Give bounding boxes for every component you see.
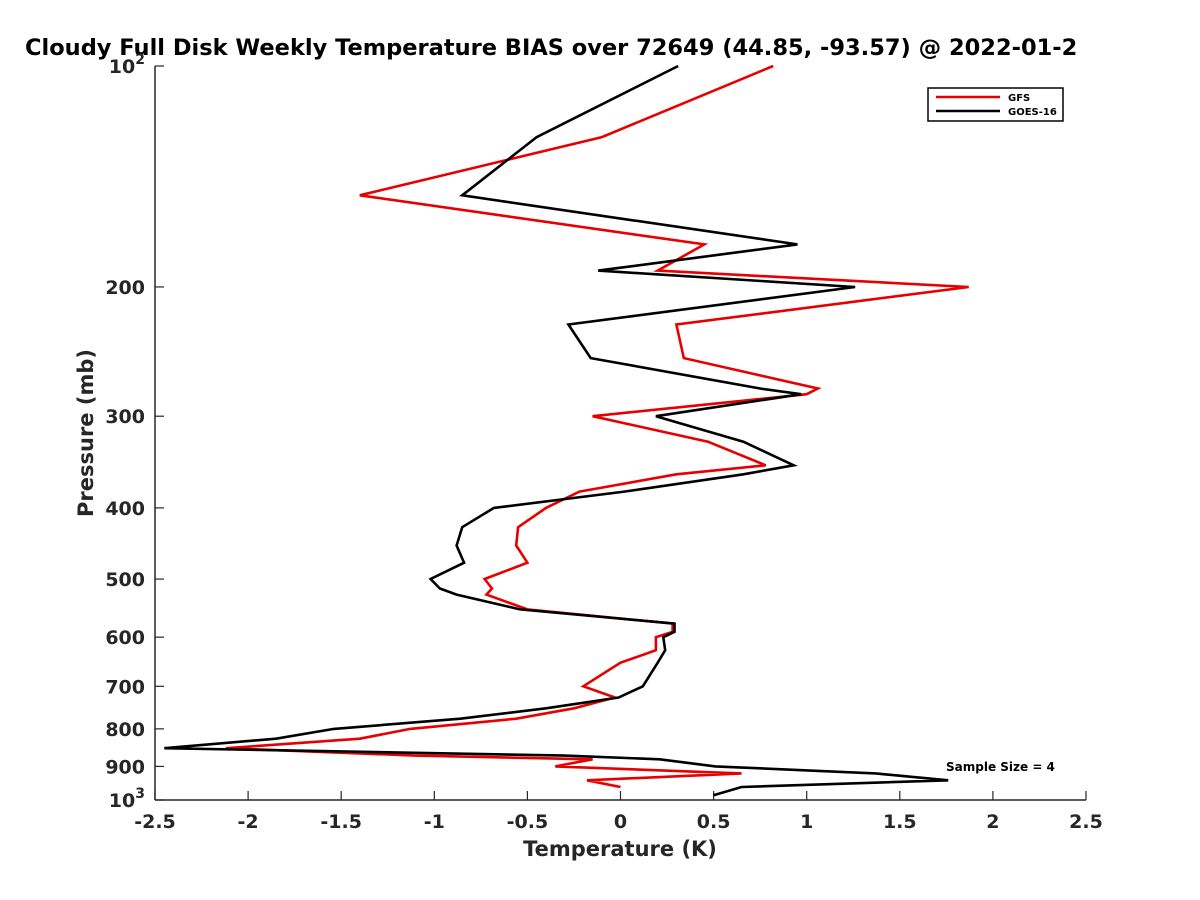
y-tick-label-base: 10 <box>109 790 135 812</box>
x-tick-label: 0 <box>614 811 627 833</box>
axes: -2.5 -2 -1.5 -1 -0.5 0 0.5 1 1.5 2 2.5102200300400… <box>105 52 1103 833</box>
legend-box <box>927 87 1064 122</box>
chart-title: Cloudy Full Disk Weekly Temperature BIAS… <box>25 35 1077 61</box>
y-tick-label-base: 200 <box>105 277 145 299</box>
y-tick-label-base: 700 <box>105 676 145 698</box>
series-layer <box>164 64 969 797</box>
y-tick-label-base: 10 <box>109 56 135 78</box>
y-tick-label: 400 <box>105 498 145 520</box>
x-tick-label: -2 <box>238 811 259 833</box>
y-tick-label-exponent: 3 <box>135 786 145 802</box>
y-axis-label: Pressure (mb) <box>74 349 98 517</box>
y-tick-label: 500 <box>105 569 145 591</box>
y-tick-label: 800 <box>105 719 145 741</box>
x-tick-label: 2.5 <box>1069 811 1103 833</box>
x-tick-label: 1.5 <box>883 811 917 833</box>
legend-label-gfs: GFS <box>1008 93 1030 104</box>
x-tick-label: 1 <box>800 811 813 833</box>
sample-size-annotation: Sample Size = 4 <box>946 760 1055 774</box>
x-axis-label: Temperature (K) <box>523 837 717 861</box>
y-tick-label-base: 500 <box>105 569 145 591</box>
y-tick-label: 103 <box>109 786 145 812</box>
legend: GFS GOES-16 <box>927 87 1064 122</box>
y-tick-label: 900 <box>105 756 145 778</box>
legend-label-goes-16: GOES-16 <box>1008 107 1057 118</box>
x-tick-label: -1 <box>424 811 445 833</box>
y-tick-label-base: 800 <box>105 719 145 741</box>
y-tick-label: 102 <box>109 52 145 78</box>
x-tick-label: -1.5 <box>320 811 362 833</box>
x-tick-label: -0.5 <box>507 811 549 833</box>
series-line-goes-16 <box>164 64 949 797</box>
y-tick-label-base: 400 <box>105 498 145 520</box>
x-tick-label: -2.5 <box>134 811 176 833</box>
y-tick-label: 700 <box>105 676 145 698</box>
y-tick-label-base: 600 <box>105 627 145 649</box>
y-tick-label-exponent: 2 <box>135 52 145 68</box>
y-tick-label-base: 300 <box>105 406 145 428</box>
x-tick-label: 2 <box>986 811 999 833</box>
series-line-gfs <box>225 64 969 789</box>
y-tick-label-base: 900 <box>105 756 145 778</box>
y-tick-label: 600 <box>105 627 145 649</box>
y-tick-label: 300 <box>105 406 145 428</box>
y-tick-label: 200 <box>105 277 145 299</box>
x-tick-label: 0.5 <box>697 811 731 833</box>
